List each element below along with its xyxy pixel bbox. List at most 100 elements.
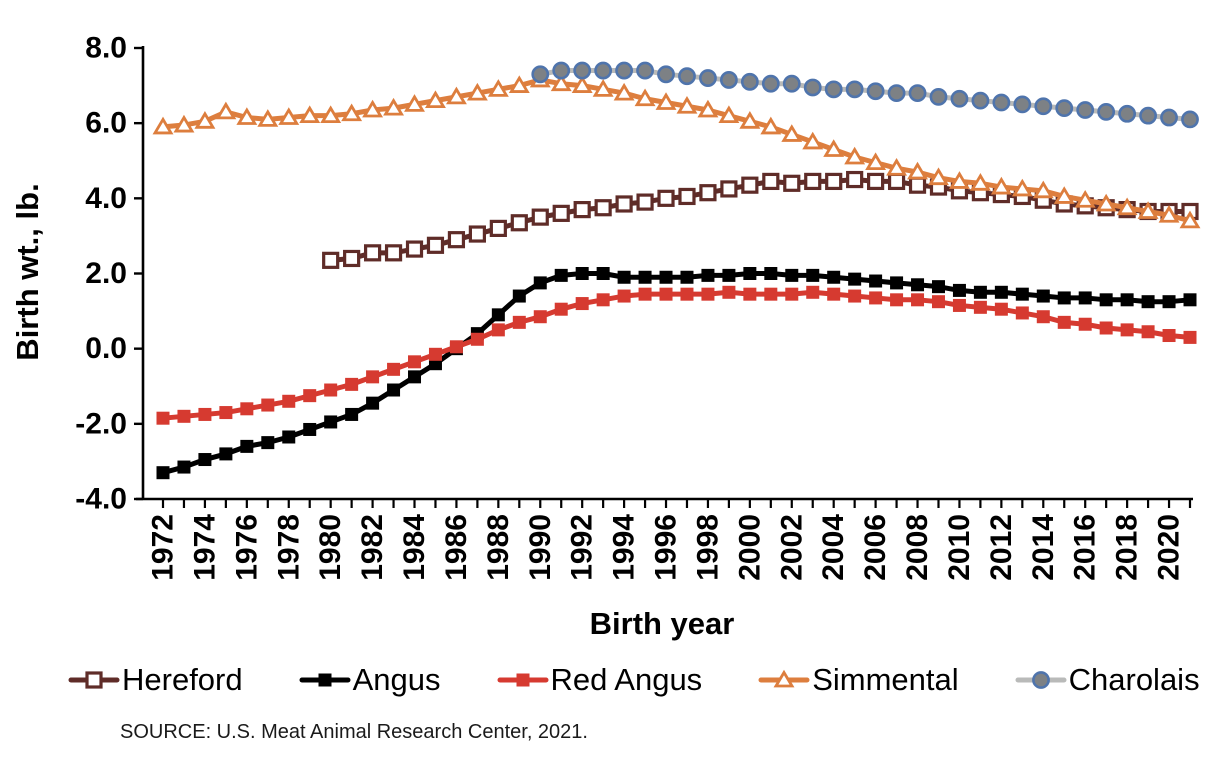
- data-point-marker: [1057, 291, 1071, 305]
- data-point-marker: [1097, 102, 1116, 121]
- data-point-marker: [739, 111, 761, 129]
- x-tick-label: 1996: [650, 514, 683, 581]
- data-point-marker: [952, 298, 966, 312]
- data-point-marker: [929, 87, 948, 106]
- data-point-marker: [994, 285, 1008, 299]
- data-point-marker: [659, 287, 673, 301]
- data-point-marker: [345, 407, 359, 421]
- data-point-marker: [865, 152, 887, 171]
- y-tick-label: 0.0: [85, 332, 127, 365]
- legend-label: Red Angus: [550, 662, 703, 697]
- data-point-marker: [152, 116, 174, 135]
- data-point-marker: [571, 75, 593, 93]
- data-point-marker: [575, 267, 589, 280]
- data-point-marker: [699, 69, 717, 87]
- x-tick-label: 1980: [314, 514, 347, 581]
- data-point-marker: [1183, 330, 1197, 344]
- data-point-marker: [657, 189, 675, 207]
- data-point-marker: [887, 84, 906, 102]
- data-point-marker: [322, 251, 340, 269]
- data-point-marker: [785, 268, 799, 282]
- data-point-marker: [320, 105, 342, 124]
- data-point-marker: [512, 315, 526, 329]
- data-point-marker: [908, 84, 927, 102]
- data-point-marker: [1139, 106, 1157, 125]
- data-point-marker: [720, 180, 738, 198]
- data-point-marker: [634, 88, 656, 107]
- data-point-marker: [1183, 293, 1197, 307]
- data-point-marker: [1141, 295, 1155, 309]
- data-point-marker: [1031, 671, 1050, 689]
- data-point-marker: [236, 107, 258, 125]
- data-point-marker: [869, 274, 883, 288]
- x-tick-label: 1994: [608, 514, 641, 581]
- data-point-marker: [825, 172, 843, 191]
- data-point-marker: [1099, 293, 1113, 307]
- data-point-marker: [573, 201, 591, 219]
- data-point-marker: [449, 340, 463, 354]
- x-tick-label: 2014: [1027, 514, 1060, 581]
- series-lines: [152, 61, 1201, 480]
- data-point-marker: [701, 268, 715, 282]
- data-point-marker: [617, 270, 631, 284]
- data-point-marker: [950, 89, 969, 108]
- y-tick-label: 6.0: [85, 107, 127, 140]
- series-hereford: [322, 170, 1199, 269]
- data-point-marker: [760, 116, 782, 135]
- legend-marker-icon: [68, 671, 120, 689]
- data-point-marker: [638, 287, 652, 301]
- data-point-marker: [261, 398, 275, 412]
- data-point-marker: [719, 71, 738, 89]
- x-tick-label: 2006: [859, 514, 892, 581]
- x-tick-label: 1992: [566, 514, 599, 581]
- data-point-marker: [533, 276, 547, 290]
- data-point-marker: [804, 172, 822, 191]
- data-point-marker: [575, 297, 589, 311]
- data-point-marker: [1034, 97, 1053, 116]
- data-point-marker: [617, 289, 631, 303]
- data-point-marker: [785, 287, 799, 301]
- x-axis-title: Birth year: [590, 606, 735, 641]
- data-point-marker: [596, 293, 610, 307]
- data-point-marker: [613, 82, 635, 101]
- data-point-marker: [615, 195, 633, 213]
- x-tick-label: 1972: [147, 514, 180, 581]
- data-point-marker: [886, 158, 908, 176]
- data-point-marker: [383, 97, 405, 116]
- data-point-marker: [531, 65, 550, 84]
- data-point-marker: [240, 439, 254, 453]
- data-point-marker: [722, 285, 736, 299]
- data-point-marker: [177, 460, 191, 474]
- data-point-marker: [345, 377, 359, 391]
- legend-item-angus: Angus: [299, 662, 441, 698]
- y-axis-title: Birth wt., lb.: [10, 183, 45, 360]
- data-point-marker: [554, 268, 568, 282]
- data-point-marker: [931, 295, 945, 309]
- data-point-marker: [866, 82, 885, 101]
- data-point-marker: [890, 293, 904, 307]
- x-tick-label: 2020: [1153, 514, 1186, 581]
- data-point-marker: [324, 383, 338, 397]
- data-point-marker: [761, 74, 780, 93]
- data-point-marker: [1057, 315, 1071, 329]
- data-point-marker: [405, 240, 424, 258]
- legend-item-simmental: Simmental: [758, 662, 959, 698]
- data-point-marker: [1116, 197, 1138, 216]
- x-tick-label: 1986: [440, 514, 473, 581]
- data-point-marker: [1078, 317, 1092, 331]
- data-point-marker: [764, 267, 778, 280]
- data-point-marker: [1120, 323, 1134, 337]
- data-point-marker: [470, 332, 484, 346]
- y-tick-label: 4.0: [85, 182, 127, 215]
- data-point-marker: [846, 170, 864, 189]
- data-point-marker: [299, 105, 321, 124]
- data-point-marker: [657, 65, 675, 84]
- data-point-marker: [973, 300, 987, 314]
- data-point-marker: [533, 310, 547, 324]
- x-tick-label: 1976: [230, 514, 263, 581]
- y-tick-label: 2.0: [85, 257, 127, 290]
- data-point-marker: [887, 172, 906, 191]
- data-point-marker: [489, 219, 507, 237]
- series-simmental: [152, 69, 1201, 229]
- data-point-marker: [408, 355, 422, 369]
